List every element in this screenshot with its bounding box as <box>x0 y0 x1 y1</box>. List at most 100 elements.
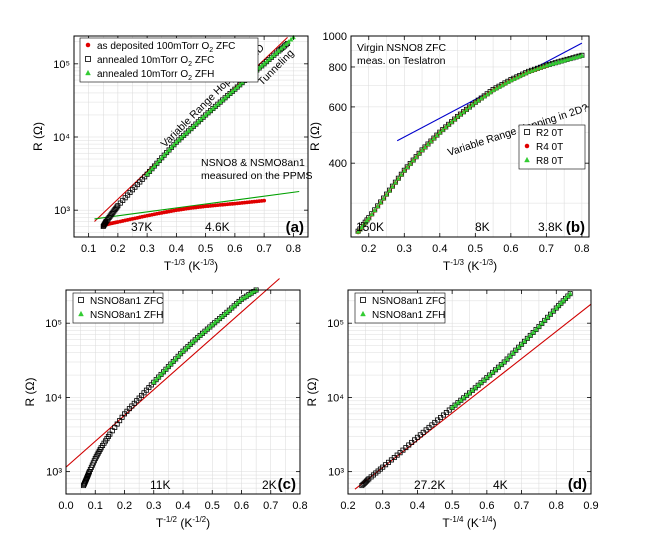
data-point <box>466 104 472 110</box>
data-point <box>175 353 181 359</box>
x-axis-label-main: T <box>442 516 450 530</box>
y-tick-label: 1000 <box>323 31 347 43</box>
data-point <box>161 152 167 158</box>
data-point <box>384 191 389 197</box>
data-point <box>481 377 487 383</box>
legend-label-main: NSNO8an1 ZFH <box>372 310 445 321</box>
data-point <box>364 217 370 223</box>
x-tick-label: 0.4 <box>410 500 425 512</box>
data-point <box>524 335 530 341</box>
legend-label: NSNO8an1 ZFH <box>90 310 163 321</box>
data-point <box>365 477 371 483</box>
data-point <box>166 147 172 152</box>
y-tick-label: 10⁵ <box>45 318 62 330</box>
data-point <box>403 445 409 451</box>
x-tick-label: 0.3 <box>397 243 412 255</box>
data-point <box>164 149 170 155</box>
data-point <box>407 161 413 166</box>
data-point <box>565 293 571 298</box>
data-point <box>556 302 562 308</box>
y-tick-label: 10⁴ <box>327 392 344 404</box>
legend-marker <box>360 310 366 317</box>
data-point <box>185 343 191 349</box>
data-point <box>397 450 403 456</box>
x-tick-label: 0.3 <box>139 243 154 255</box>
x-axis-label-unit-end: ) <box>206 516 210 530</box>
data-point <box>563 295 568 301</box>
x-tick-label: 0.5 <box>468 243 483 255</box>
data-series <box>101 198 267 228</box>
y-axis-label: R (Ω) <box>23 378 37 407</box>
legend-label-subscript: 2 <box>188 61 192 68</box>
data-point <box>410 157 416 163</box>
x-tick-label: 0.0 <box>58 500 73 512</box>
data-point <box>366 215 372 221</box>
x-tick-label: 0.6 <box>234 500 249 512</box>
data-series <box>151 287 259 385</box>
data-point <box>387 187 392 193</box>
x-axis-label-unit: (K <box>185 259 200 273</box>
y-tick-label: 10³ <box>54 205 70 217</box>
x-tick-label: 0.6 <box>479 500 494 512</box>
legend-label-subscript: 2 <box>188 75 192 82</box>
annotation: NSNO8 & NSMO8an1 <box>201 157 305 169</box>
data-point <box>542 317 548 323</box>
data-point <box>362 220 368 225</box>
x-axis-label-exponent: -1/4 <box>450 515 464 524</box>
legend-label: R2 0T <box>536 128 563 139</box>
data-point <box>186 128 191 133</box>
legend-label-main: annealed 10mTorr O <box>97 55 188 66</box>
data-point <box>86 470 92 476</box>
legend: NSNO8an1 ZFC NSNO8an1 ZFH <box>72 292 163 324</box>
data-point <box>398 171 404 177</box>
data-point <box>475 382 481 388</box>
x-axis-label: T-1/3 (K-1/3) <box>443 258 497 273</box>
data-point <box>278 45 284 51</box>
data-point <box>200 114 206 120</box>
data-point <box>452 402 458 408</box>
x-tick-label: 0.2 <box>361 243 376 255</box>
legend-marker <box>360 297 366 303</box>
data-point <box>553 305 559 310</box>
data-point <box>458 111 463 117</box>
legend-label: NSNO8an1 ZFH <box>372 310 445 321</box>
legend-marker <box>78 310 84 317</box>
data-point <box>149 166 155 171</box>
x-axis-label-unit-end: ) <box>493 259 497 273</box>
y-tick-label: 10³ <box>46 467 62 479</box>
data-point <box>472 385 478 390</box>
data-point <box>173 356 179 361</box>
legend-label-end: ZFH <box>192 69 214 80</box>
legend-marker <box>85 69 91 76</box>
data-point <box>437 129 443 135</box>
x-axis-label-unit: (K <box>464 516 479 530</box>
x-tick-label: 0.7 <box>256 243 271 255</box>
annotation: 2K <box>262 478 277 492</box>
data-point <box>484 374 490 380</box>
annotation: measured on the PPMS <box>201 170 312 182</box>
legend-label-main: R2 0T <box>536 128 563 139</box>
data-point <box>173 139 179 145</box>
legend-label-main: NSNO8an1 ZFC <box>90 296 163 307</box>
y-axis-label: R (Ω) <box>31 122 45 151</box>
data-point <box>550 308 556 314</box>
data-point <box>153 376 159 382</box>
panel-label: (a) <box>286 219 304 236</box>
data-point <box>413 154 419 159</box>
data-point <box>283 41 289 47</box>
data-point <box>147 168 152 174</box>
annotation: 4.6K <box>205 220 230 234</box>
data-point <box>443 124 449 130</box>
data-point <box>522 338 527 344</box>
data-point <box>560 298 566 303</box>
legend: R2 0T R4 0T R8 0T <box>518 124 586 170</box>
data-point <box>545 314 551 320</box>
y-tick-label: 10⁴ <box>53 132 70 144</box>
data-point <box>431 135 437 141</box>
panel-label: (b) <box>566 219 585 236</box>
legend-box <box>518 124 586 170</box>
data-point <box>198 116 204 122</box>
x-tick-label: 0.7 <box>263 500 278 512</box>
annotation: 4K <box>493 478 508 492</box>
